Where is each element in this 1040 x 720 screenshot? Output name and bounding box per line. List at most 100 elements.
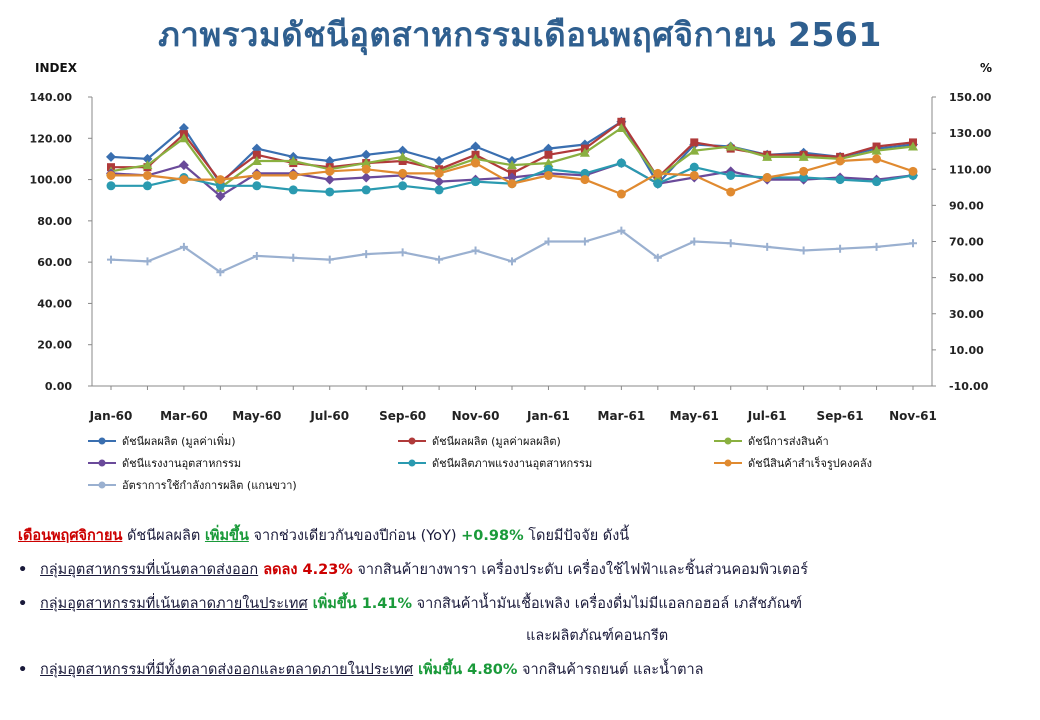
x-tick-label: May-61 xyxy=(670,409,719,423)
data-point xyxy=(142,181,152,191)
bullet-domestic-detail: จากสินค้าน้ำมันเชื้อเพลิง เครื่องดื่มไม่… xyxy=(412,596,803,612)
y-right-tick-label: 90.00 xyxy=(949,199,984,212)
data-point xyxy=(798,151,809,161)
data-point xyxy=(690,138,699,147)
summary-yoy-value: +0.98% xyxy=(461,528,524,544)
data-point xyxy=(799,246,808,255)
data-point xyxy=(398,248,407,257)
legend-item: ดัชนีสินค้าสำเร็จรูปคงคลัง xyxy=(714,454,872,472)
data-point xyxy=(398,168,408,178)
data-point xyxy=(799,166,809,176)
data-point xyxy=(543,164,553,174)
legend-swatch xyxy=(714,459,742,467)
data-point xyxy=(616,158,626,168)
data-point xyxy=(470,141,481,152)
legend-label: ดัชนีผลผลิต (มูลค่าผลผลิต) xyxy=(432,435,561,448)
x-tick-label: Jan-60 xyxy=(89,409,133,423)
data-point xyxy=(799,173,809,183)
y-right-tick-label: 50.00 xyxy=(949,272,984,285)
data-point xyxy=(835,156,845,166)
summary-index-label: ดัชนีผลผลิต xyxy=(122,528,205,544)
data-point xyxy=(689,170,699,180)
data-point xyxy=(653,253,662,262)
data-point xyxy=(397,151,408,161)
y-left-tick-label: 60.00 xyxy=(37,256,72,269)
data-point xyxy=(725,141,736,151)
data-point xyxy=(397,145,408,156)
data-point xyxy=(872,242,881,251)
data-point xyxy=(215,181,225,191)
bullet-mixed-detail: จากสินค้ารถยนต์ และน้ำตาล xyxy=(517,662,704,678)
data-point xyxy=(362,250,371,259)
legend-item: ดัชนีแรงงานอุตสาหกรรม xyxy=(88,454,241,472)
legend-swatch xyxy=(714,437,742,445)
legend-item: ดัชนีผลผลิต (มูลค่าผลผลิต) xyxy=(398,432,561,450)
data-point xyxy=(252,181,262,191)
y-right-tick-label: -10.00 xyxy=(949,380,989,393)
bullet-domestic-change: เพิ่มขึ้น 1.41% xyxy=(307,596,412,612)
data-point xyxy=(471,158,481,168)
data-point xyxy=(398,181,408,191)
bullet-export-detail: จากสินค้ายางพารา เครื่องประดับ เครื่องใช… xyxy=(352,562,808,578)
y-right-axis-title: % xyxy=(980,61,992,75)
data-point xyxy=(763,242,772,251)
data-point xyxy=(288,155,299,165)
data-point xyxy=(653,168,663,178)
data-point xyxy=(178,133,189,143)
x-tick-label: Nov-61 xyxy=(889,409,937,423)
data-point xyxy=(544,150,553,159)
summary-yoy-text: จากช่วงเดียวกันของปีก่อน (YoY) xyxy=(248,528,462,544)
data-point xyxy=(361,164,371,174)
x-tick-label: Sep-61 xyxy=(817,409,864,423)
bullet-export: • กลุ่มอุตสาหกรรมที่เน้นตลาดส่งออก ลดลง 4… xyxy=(18,558,808,581)
data-point xyxy=(762,151,773,161)
data-point xyxy=(434,168,444,178)
bullet-domestic-detail-cont: และผลิตภัณฑ์คอนกรีต xyxy=(526,628,669,644)
data-point xyxy=(288,185,298,195)
summary-direction: เพิ่มขึ้น xyxy=(204,528,249,544)
data-point xyxy=(143,257,152,266)
data-point xyxy=(106,151,116,162)
data-point xyxy=(178,160,189,171)
y-right-tick-label: 130.00 xyxy=(949,127,992,140)
y-left-tick-label: 20.00 xyxy=(37,339,72,352)
data-point xyxy=(726,239,735,248)
bullet-domestic-group: กลุ่มอุตสาหกรรมที่เน้นตลาดภายในประเทศ xyxy=(40,596,308,612)
data-point xyxy=(325,187,335,197)
bullet-icon: • xyxy=(18,596,28,612)
data-point xyxy=(872,154,882,164)
data-point xyxy=(289,253,298,262)
data-point xyxy=(616,189,626,199)
y-left-tick-label: 140.00 xyxy=(30,91,73,104)
legend-swatch xyxy=(398,437,426,445)
legend-label: ดัชนีแรงงานอุตสาหกรรม xyxy=(122,457,242,470)
data-point xyxy=(726,170,736,180)
data-point xyxy=(579,147,590,157)
y-right-tick-label: 30.00 xyxy=(949,308,984,321)
series-line xyxy=(110,229,914,274)
data-point xyxy=(434,176,445,187)
data-point xyxy=(252,150,261,159)
legend-label: ดัชนีผลผลิต (มูลค่าเพิ่ม) xyxy=(122,435,236,448)
data-point xyxy=(543,158,554,168)
data-point xyxy=(580,237,589,246)
x-tick-label: Mar-60 xyxy=(160,409,208,423)
y-left-tick-label: 80.00 xyxy=(37,215,72,228)
bullet-domestic: • กลุ่มอุตสาหกรรมที่เน้นตลาดภายในประเทศ เ… xyxy=(18,592,802,615)
legend-swatch xyxy=(88,437,116,445)
data-point xyxy=(908,141,918,151)
data-point xyxy=(107,255,115,264)
summary-factors-text: โดยมีปัจจัย ดังนี้ xyxy=(523,528,630,544)
data-point xyxy=(398,156,407,165)
data-point xyxy=(690,237,699,246)
data-point xyxy=(179,175,189,185)
month-label: เดือนพฤศจิกายน xyxy=(18,528,123,544)
data-point xyxy=(142,160,153,170)
data-point xyxy=(434,185,444,195)
data-point xyxy=(288,170,298,180)
data-point xyxy=(361,149,372,160)
data-point xyxy=(216,268,225,277)
data-point xyxy=(435,255,444,264)
bullet-mixed: • กลุ่มอุตสาหกรรมที่มีทั้งตลาดส่งออกและตล… xyxy=(18,658,704,681)
data-point xyxy=(434,155,445,166)
